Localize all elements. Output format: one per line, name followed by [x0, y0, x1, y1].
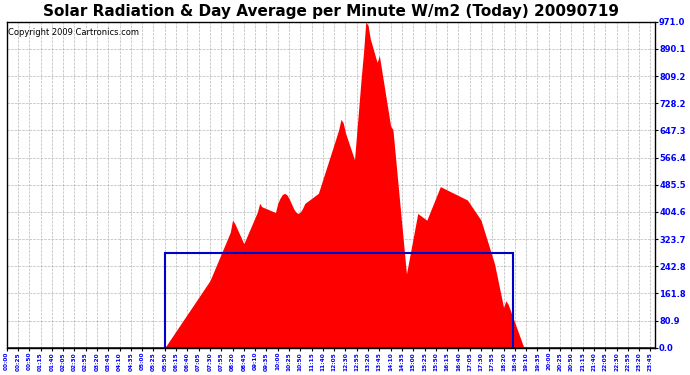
Bar [165, 253, 513, 348]
Text: Copyright 2009 Cartronics.com: Copyright 2009 Cartronics.com [8, 28, 139, 37]
Title: Solar Radiation & Day Average per Minute W/m2 (Today) 20090719: Solar Radiation & Day Average per Minute… [43, 4, 619, 19]
